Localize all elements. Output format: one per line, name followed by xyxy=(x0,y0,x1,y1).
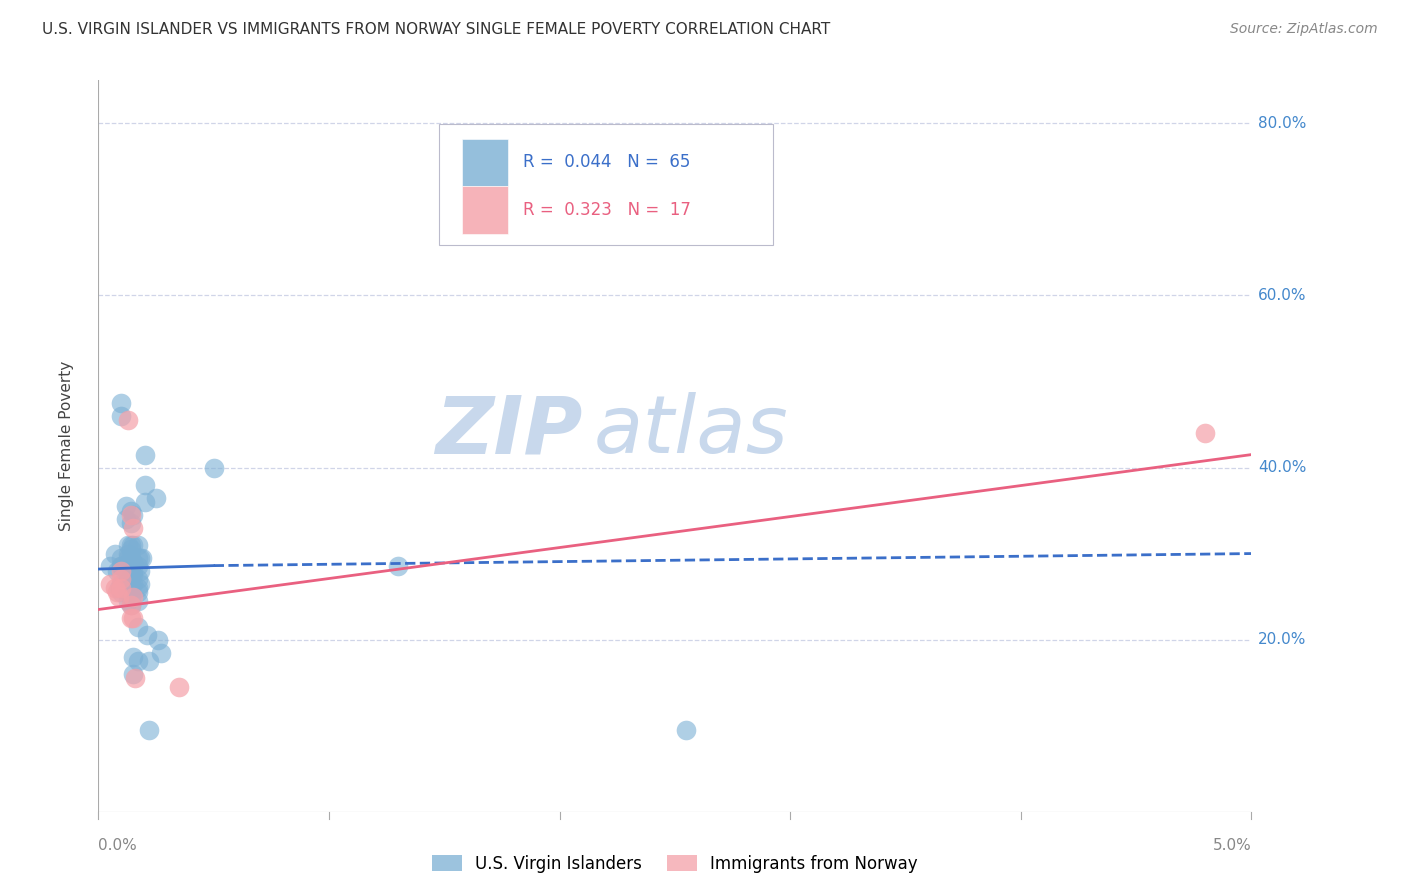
Text: R =  0.044   N =  65: R = 0.044 N = 65 xyxy=(523,153,690,171)
Point xyxy=(110,585,132,599)
Text: 80.0%: 80.0% xyxy=(1258,116,1306,131)
Point xyxy=(120,611,142,625)
Point xyxy=(122,521,145,535)
Point xyxy=(122,555,145,569)
Point xyxy=(105,585,128,599)
Point xyxy=(127,573,149,587)
Point xyxy=(675,723,697,737)
Point xyxy=(110,573,132,587)
Point xyxy=(117,413,139,427)
Point xyxy=(134,477,156,491)
Point xyxy=(127,550,149,565)
Point xyxy=(115,500,138,514)
Point xyxy=(98,559,121,574)
Point xyxy=(117,573,139,587)
Point xyxy=(110,559,132,574)
Point xyxy=(117,550,139,565)
Legend: U.S. Virgin Islanders, Immigrants from Norway: U.S. Virgin Islanders, Immigrants from N… xyxy=(425,848,925,880)
Point xyxy=(122,564,145,578)
Point xyxy=(129,576,152,591)
Point xyxy=(127,654,149,668)
Text: 60.0%: 60.0% xyxy=(1258,288,1306,303)
Point xyxy=(127,559,149,574)
Point xyxy=(127,594,149,608)
Point xyxy=(120,590,142,604)
Point xyxy=(1194,426,1216,441)
Point xyxy=(122,568,145,582)
Point xyxy=(127,585,149,599)
Point xyxy=(110,581,132,595)
Point xyxy=(129,564,152,578)
Point xyxy=(202,460,225,475)
Point xyxy=(103,547,125,561)
Text: R =  0.323   N =  17: R = 0.323 N = 17 xyxy=(523,201,690,219)
Point xyxy=(117,547,139,561)
Point xyxy=(120,598,142,612)
Text: Single Female Poverty: Single Female Poverty xyxy=(59,361,73,531)
Point xyxy=(167,680,190,694)
Text: ZIP: ZIP xyxy=(436,392,582,470)
Point xyxy=(138,654,160,668)
Point xyxy=(122,649,145,664)
Text: 40.0%: 40.0% xyxy=(1258,460,1306,475)
Point xyxy=(122,590,145,604)
Point xyxy=(135,628,157,642)
Text: Source: ZipAtlas.com: Source: ZipAtlas.com xyxy=(1230,22,1378,37)
Point xyxy=(108,590,131,604)
Point xyxy=(110,409,132,423)
Point xyxy=(110,559,132,574)
FancyBboxPatch shape xyxy=(439,124,773,245)
Point xyxy=(134,448,156,462)
Point xyxy=(122,508,145,522)
Point xyxy=(122,667,145,681)
Point xyxy=(117,538,139,552)
Point xyxy=(145,491,167,505)
Point xyxy=(120,585,142,599)
Point xyxy=(105,564,128,578)
Text: 5.0%: 5.0% xyxy=(1212,838,1251,853)
Text: 20.0%: 20.0% xyxy=(1258,632,1306,647)
Point xyxy=(110,550,132,565)
Point xyxy=(117,559,139,574)
Point xyxy=(129,550,152,565)
Point xyxy=(120,598,142,612)
Point xyxy=(122,538,145,552)
Point xyxy=(108,581,131,595)
Point xyxy=(122,576,145,591)
Point xyxy=(120,576,142,591)
FancyBboxPatch shape xyxy=(461,186,508,234)
Point xyxy=(138,723,160,737)
Point xyxy=(110,564,132,578)
Text: atlas: atlas xyxy=(595,392,789,470)
Point xyxy=(117,594,139,608)
FancyBboxPatch shape xyxy=(461,139,508,186)
Point xyxy=(120,503,142,517)
Point xyxy=(98,576,121,591)
Text: U.S. VIRGIN ISLANDER VS IMMIGRANTS FROM NORWAY SINGLE FEMALE POVERTY CORRELATION: U.S. VIRGIN ISLANDER VS IMMIGRANTS FROM … xyxy=(42,22,831,37)
Point xyxy=(120,516,142,531)
Point xyxy=(103,581,125,595)
Point xyxy=(115,512,138,526)
Point xyxy=(122,611,145,625)
Point xyxy=(120,568,142,582)
Point xyxy=(127,581,149,595)
Point xyxy=(149,646,172,660)
Point xyxy=(120,508,142,522)
Point xyxy=(120,559,142,574)
Point xyxy=(131,550,153,565)
Point xyxy=(127,620,149,634)
Point xyxy=(120,542,142,557)
Point xyxy=(127,538,149,552)
Point xyxy=(120,538,142,552)
Point xyxy=(134,495,156,509)
Point xyxy=(124,671,146,685)
Point xyxy=(110,396,132,410)
Point xyxy=(120,550,142,565)
Point xyxy=(148,632,170,647)
Text: 0.0%: 0.0% xyxy=(98,838,138,853)
Point xyxy=(387,559,409,574)
Point xyxy=(110,576,132,591)
Point xyxy=(117,585,139,599)
Point xyxy=(117,581,139,595)
